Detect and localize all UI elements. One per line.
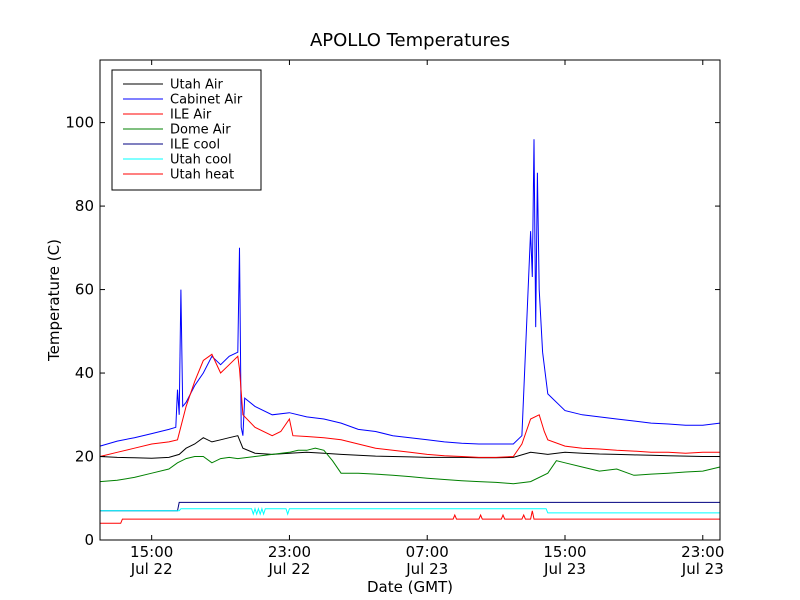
x-tick-label-time: 23:00 [681, 543, 724, 561]
legend-label: ILE Air [170, 108, 212, 123]
legend-box [111, 69, 262, 191]
legend-label: Utah Air [170, 78, 223, 93]
x-tick-label-time: 15:00 [543, 543, 586, 561]
y-tick-label: 40 [75, 364, 94, 382]
x-tick-label-date: Jul 23 [405, 560, 448, 578]
series-line-ile-air [99, 353, 720, 458]
x-tick-label-time: 07:00 [406, 543, 449, 561]
x-axis-label: Date (GMT) [367, 578, 453, 596]
y-tick-label: 20 [75, 448, 94, 466]
series-line-utah-cool [100, 507, 720, 516]
y-tick-label: 0 [84, 531, 94, 549]
x-tick-label-time: 23:00 [268, 543, 311, 561]
x-tick-label-date: Jul 22 [267, 560, 310, 578]
legend-label: ILE cool [170, 138, 220, 153]
x-tick-label-date: Jul 22 [130, 560, 173, 578]
legend-label: Utah cool [170, 153, 232, 168]
x-tick-label-date: Jul 23 [681, 560, 724, 578]
y-tick-label: 80 [75, 197, 94, 215]
series-line-utah-heat [100, 510, 720, 524]
y-tick-label: 100 [65, 114, 94, 132]
series-line-cabinet-air [99, 139, 721, 447]
x-tick-label-date: Jul 23 [543, 560, 586, 578]
legend-label: Dome Air [170, 123, 231, 138]
series-layer [99, 139, 721, 524]
plot-frame [99, 59, 721, 541]
y-axis-label: Temperature (C) [45, 239, 63, 362]
legend-label: Utah heat [170, 168, 234, 183]
chart-title: APOLLO Temperatures [310, 30, 510, 51]
series-line-dome-air [99, 447, 721, 485]
y-tick-label: 60 [75, 281, 94, 299]
y-axis-ticks: 0 20 40 60 80 100 [65, 114, 720, 549]
legend-label: Cabinet Air [170, 93, 243, 108]
series-line-utah-air [99, 435, 720, 459]
x-tick-label-time: 15:00 [130, 543, 173, 561]
